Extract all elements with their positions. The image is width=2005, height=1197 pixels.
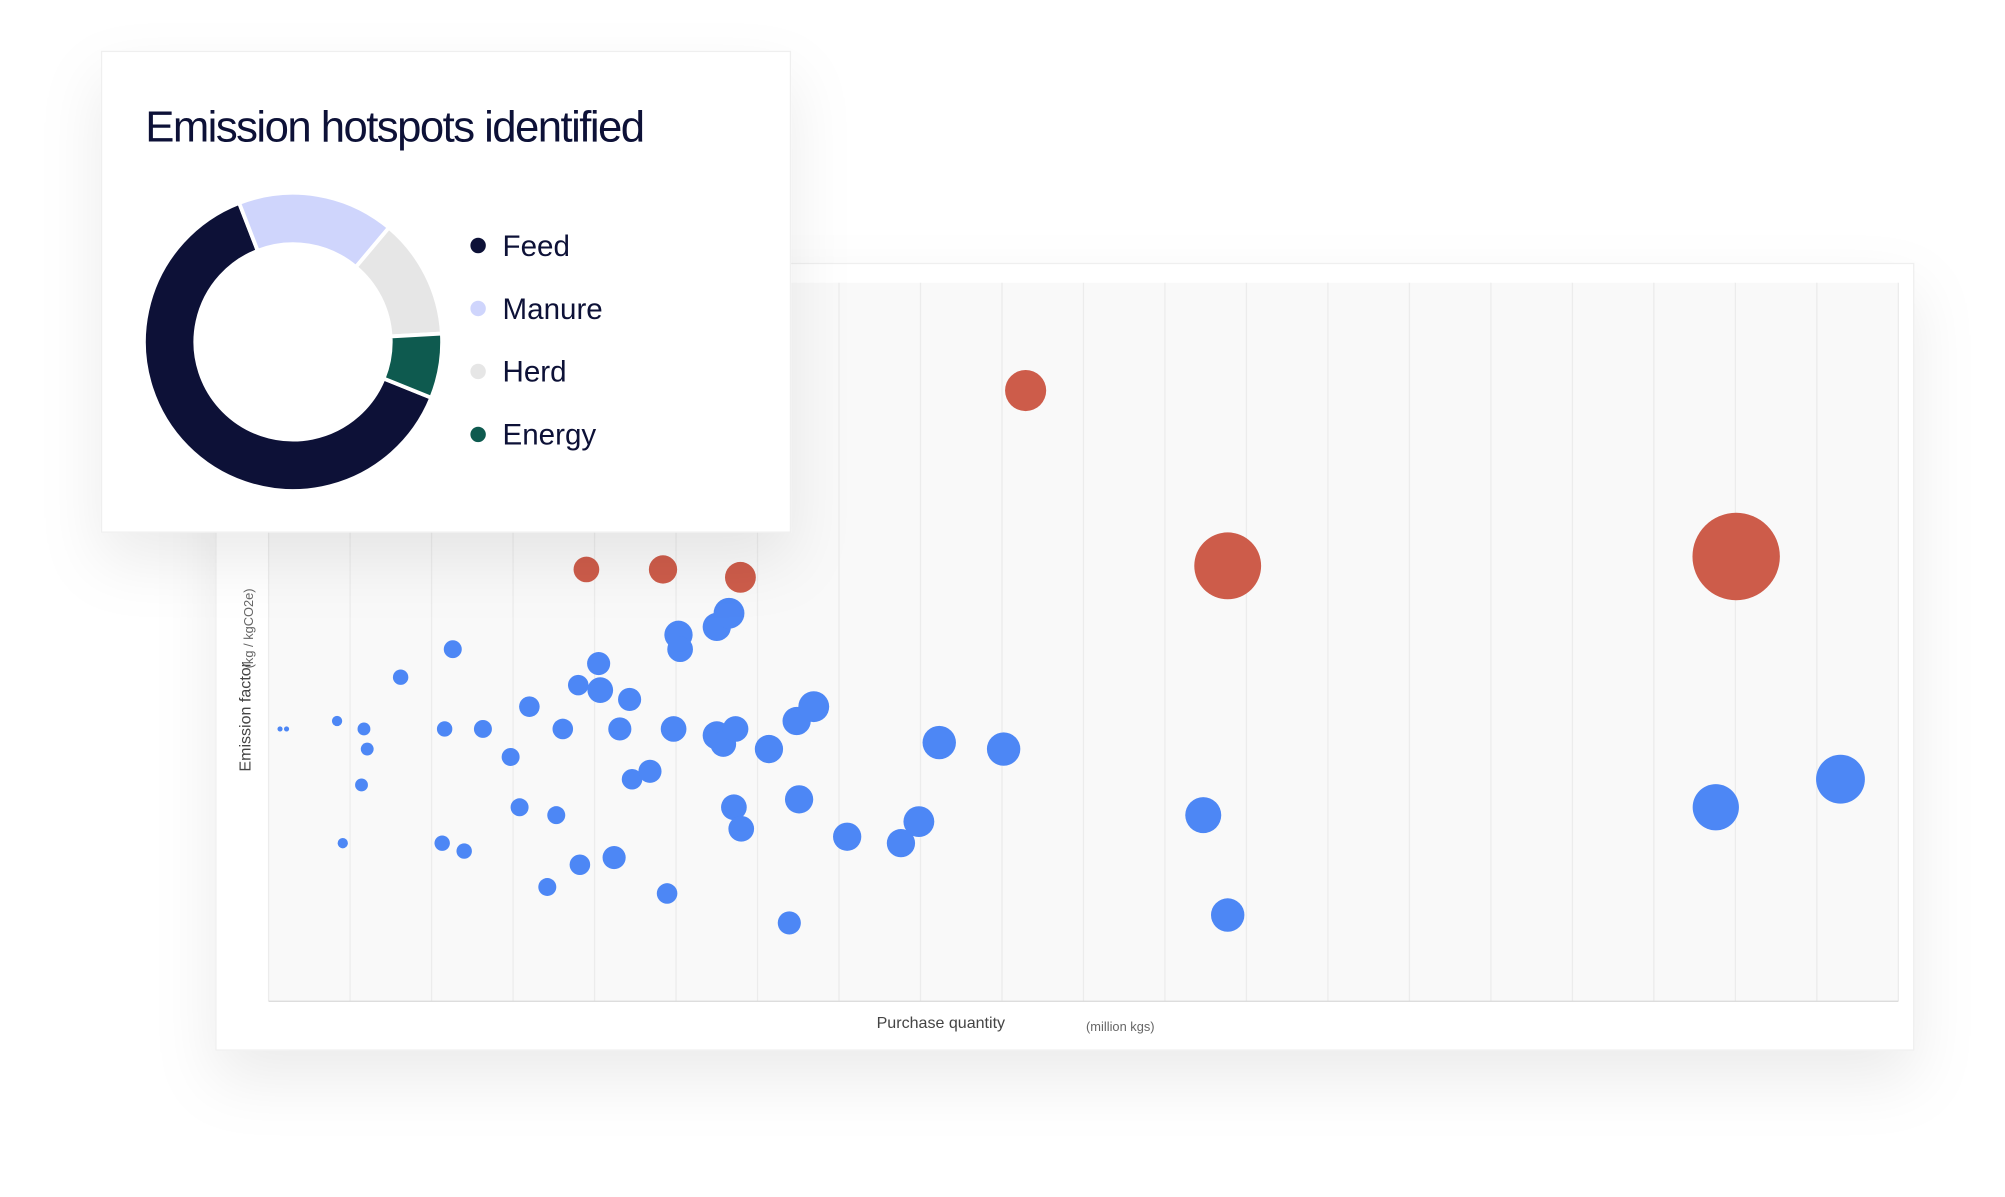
- bubble: [283, 726, 290, 732]
- legend-label: Energy: [503, 419, 597, 452]
- donut-card: Emission hotspots identified Feed Manure H…: [100, 50, 792, 533]
- bubble: [357, 722, 371, 736]
- bubble: [1816, 754, 1865, 804]
- bubble: [538, 878, 557, 896]
- bubble: [784, 785, 814, 814]
- bubble: [777, 911, 801, 935]
- legend-marker: [470, 237, 486, 254]
- y-axis-label: Emission factor: [237, 661, 255, 771]
- bubble: [392, 669, 409, 685]
- bubble: [277, 726, 283, 732]
- bubble: [587, 677, 614, 703]
- bubble: [798, 691, 830, 723]
- bubble: [552, 718, 574, 740]
- bubble: [355, 778, 368, 792]
- bubble: [986, 732, 1021, 766]
- legend-marker: [470, 300, 486, 317]
- bubble: [903, 806, 935, 838]
- bubble: [602, 845, 626, 870]
- bubble: [638, 759, 662, 783]
- bubble: [436, 721, 453, 737]
- bubble: [573, 556, 600, 583]
- legend-label: Feed: [503, 230, 570, 263]
- legend-label: Manure: [503, 293, 603, 326]
- bubble: [1194, 532, 1262, 600]
- bubble: [510, 798, 529, 817]
- bubble: [721, 794, 747, 821]
- bubble: [618, 687, 642, 712]
- donut-segment: [381, 331, 445, 401]
- y-axis-unit: (kg / kgCO2e): [241, 588, 256, 668]
- bubble: [660, 716, 687, 742]
- bubble: [608, 717, 632, 741]
- bubble: [519, 696, 540, 717]
- bubble: [1692, 784, 1739, 831]
- chart-title: Emission hotspots identified: [145, 102, 643, 151]
- legend-marker: [470, 426, 486, 443]
- bubble: [1210, 898, 1245, 932]
- bubble: [722, 716, 749, 742]
- bubble: [1692, 512, 1780, 601]
- legend-label: Herd: [503, 356, 567, 389]
- bubble: [547, 806, 566, 825]
- bubble: [621, 768, 643, 790]
- bubble: [567, 674, 589, 696]
- bubble: [754, 734, 784, 764]
- bubble: [724, 561, 756, 593]
- donut-segment: [142, 200, 434, 493]
- bubble: [456, 843, 472, 859]
- card: [100, 50, 792, 533]
- bubble: [728, 815, 755, 842]
- bubble: [331, 715, 343, 727]
- bubble: [648, 555, 678, 584]
- bubble: [886, 829, 916, 858]
- bubble: [1005, 369, 1047, 412]
- bubble: [587, 651, 611, 676]
- bubble: [1185, 797, 1222, 834]
- x-axis-label: Purchase quantity: [877, 1014, 1005, 1032]
- legend-marker: [470, 363, 486, 380]
- bubble: [501, 747, 520, 766]
- bubble: [656, 883, 678, 904]
- bubble: [337, 838, 348, 849]
- bubble: [360, 742, 374, 756]
- bubble: [473, 719, 492, 738]
- bubble: [434, 835, 450, 851]
- bubble: [922, 725, 956, 760]
- bubble: [443, 640, 462, 659]
- bubble: [713, 597, 745, 629]
- bubble: [569, 854, 591, 876]
- bubble: [833, 822, 862, 851]
- bubble: [667, 636, 693, 663]
- x-axis-unit: (million kgs): [1086, 1019, 1155, 1034]
